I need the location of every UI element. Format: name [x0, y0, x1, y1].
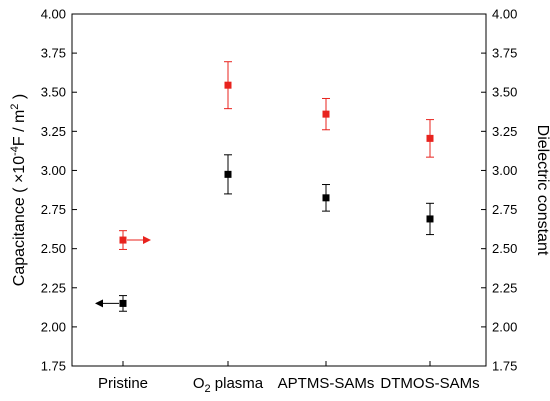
y2-tick-label: 2.75 [492, 202, 517, 217]
bottom-axis-ticks: Pristine O2 plasma APTMS-SAMs DTMOS-SAMs [98, 361, 480, 395]
y2-axis-title: Dielectric constant [534, 125, 550, 256]
plot-frame [71, 13, 487, 367]
data-point [119, 299, 127, 307]
data-point [426, 215, 434, 223]
y-tick-label: 3.75 [41, 46, 66, 61]
y-tick-label: 4.00 [41, 7, 66, 22]
y-tick-label: 2.00 [41, 319, 66, 334]
y2-tick-label: 4.00 [492, 7, 517, 22]
y2-tick-label: 1.75 [492, 359, 517, 374]
y-tick-label: 2.50 [41, 241, 66, 256]
y2-tick-label: 2.25 [492, 280, 517, 295]
x-tick-label: APTMS-SAMs [278, 375, 375, 392]
data-point [224, 81, 232, 89]
y-tick-label: 2.75 [41, 202, 66, 217]
data-point [224, 170, 232, 178]
left-axis-ticks: 1.75 2.00 2.25 2.50 2.75 3.00 3.25 3.50 3.75 4.00 [41, 7, 77, 374]
y2-tick-label: 2.00 [492, 319, 517, 334]
y2-tick-label: 3.75 [492, 46, 517, 61]
data-point [119, 236, 127, 244]
x-tick-label: Pristine [98, 375, 148, 392]
right-axis-ticks: 1.75 2.00 2.25 2.50 2.75 3.00 3.25 3.50 3.75 4.00 [481, 7, 517, 374]
data-point [426, 134, 434, 142]
y-axis-title: Capacitance ( ×10-4F / m2 ) [9, 94, 28, 286]
y-tick-label: 3.50 [41, 85, 66, 100]
y2-tick-label: 2.50 [492, 241, 517, 256]
x-tick-label: DTMOS-SAMs [380, 375, 479, 392]
data-point [322, 110, 330, 118]
y2-tick-label: 3.00 [492, 163, 517, 178]
y-tick-label: 3.00 [41, 163, 66, 178]
y2-tick-label: 3.50 [492, 85, 517, 100]
data-point [322, 194, 330, 202]
x-tick-label: O2 plasma [193, 375, 264, 395]
data-marks [95, 61, 434, 312]
y-tick-label: 1.75 [41, 359, 66, 374]
y2-tick-label: 3.25 [492, 124, 517, 139]
y-tick-label: 2.25 [41, 280, 66, 295]
y-tick-label: 3.25 [41, 124, 66, 139]
